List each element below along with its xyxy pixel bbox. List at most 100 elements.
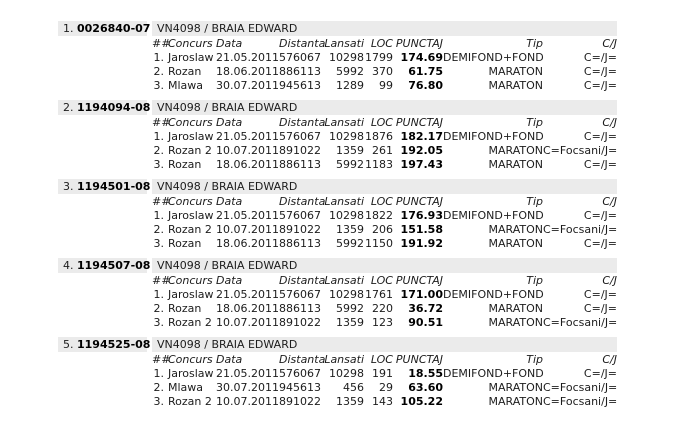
entry-id-cell: 1. 0026840-07 — [58, 21, 151, 36]
cell-lansati: 5992 — [336, 302, 364, 315]
column-header-concurs: Concurs — [168, 274, 213, 287]
column-header-punctaj: PUNCTAJ — [395, 116, 443, 129]
cell-data: 30.07.2011 — [216, 79, 279, 92]
column-header-loc: LOC — [370, 37, 393, 50]
cell-race-num: 2. — [153, 144, 165, 157]
cell-loc: 29 — [379, 381, 393, 394]
cell-punctaj: 182.17 — [400, 130, 443, 143]
race-result-row: 2. Rozan 2 10.07.2011 891022 1359 261 19… — [152, 144, 618, 158]
cell-race-num: 1. — [153, 209, 165, 222]
cell-data: 21.05.2011 — [216, 130, 279, 143]
column-header-punctaj: PUNCTAJ — [395, 37, 443, 50]
cell-tip: MARATON — [488, 144, 544, 157]
cell-distanta: 891022 — [279, 144, 321, 157]
cell-tip: MARATON — [488, 158, 544, 171]
column-header-tip: Tip — [526, 274, 543, 287]
cell-cj: C=/J= — [583, 130, 617, 143]
pigeon-entry-section: 2. 1194094-08 VN4098 / BRAIA EDWARD ## C… — [58, 100, 617, 172]
cell-race-num: 3. — [153, 158, 165, 171]
column-header-data: Data — [216, 37, 243, 50]
cell-punctaj: 192.05 — [400, 144, 443, 157]
table-header-row: ## Concurs Data Distanta Lansati LOC PUN… — [152, 37, 617, 51]
cell-loc: 206 — [372, 223, 393, 236]
cell-data: 21.05.2011 — [216, 51, 279, 64]
column-header-distanta: Distanta — [279, 353, 326, 366]
cell-cj: C=/J= — [583, 288, 617, 301]
column-header-tip: Tip — [526, 37, 543, 50]
race-result-row: 1. Jaroslaw 21.05.2011 576067 10298 1761… — [152, 288, 618, 302]
column-header-loc: LOC — [370, 353, 393, 366]
cell-lansati: 10298 — [329, 367, 364, 380]
cell-distanta: 945613 — [279, 381, 321, 394]
cell-lansati: 10298 — [329, 51, 364, 64]
cell-concurs: Rozan 2 — [168, 395, 212, 408]
entry-id-cell: 3. 1194501-08 — [58, 179, 150, 194]
races-table: ## Concurs Data Distanta Lansati LOC PUN… — [152, 274, 617, 330]
column-header-data: Data — [216, 195, 243, 208]
pigeon-results-list: 1. 0026840-07 VN4098 / BRAIA EDWARD ## C… — [58, 21, 700, 409]
race-result-row: 1. Jaroslaw 21.05.2011 576067 10298 1822… — [152, 209, 618, 223]
pigeon-entry-section: 4. 1194507-08 VN4098 / BRAIA EDWARD ## C… — [58, 258, 617, 330]
column-header-tip: Tip — [526, 353, 543, 366]
cell-data: 18.06.2011 — [216, 158, 279, 171]
race-result-row: 2. Rozan 18.06.2011 886113 5992 370 61.7… — [152, 65, 618, 79]
cell-data: 30.07.2011 — [216, 381, 279, 394]
ring-number: 0026840-07 — [77, 22, 151, 35]
entry-id-cell: 4. 1194507-08 — [58, 258, 151, 273]
cell-race-num: 2. — [153, 65, 165, 78]
column-header-num: ## — [152, 37, 171, 50]
cell-tip: MARATON — [488, 395, 544, 408]
cell-tip: DEMIFOND+FOND — [443, 367, 544, 380]
cell-concurs: Jaroslaw — [168, 209, 214, 222]
cell-punctaj: 76.80 — [408, 79, 443, 92]
cell-distanta: 576067 — [279, 130, 321, 143]
cell-concurs: Rozan — [168, 65, 202, 78]
cell-lansati: 5992 — [336, 65, 364, 78]
cell-punctaj: 36.72 — [408, 302, 443, 315]
cell-concurs: Jaroslaw — [168, 51, 214, 64]
race-result-row: 3. Rozan 18.06.2011 886113 5992 1150 191… — [152, 237, 618, 251]
cell-cj: C=/J= — [583, 158, 617, 171]
entry-index: 4. — [63, 259, 74, 272]
cell-loc: 1876 — [365, 130, 393, 143]
cell-cj: C=Focsani/J= — [543, 395, 618, 408]
cell-concurs: Jaroslaw — [168, 130, 214, 143]
cell-distanta: 945613 — [279, 79, 321, 92]
cell-concurs: Jaroslaw — [168, 288, 214, 301]
cell-lansati: 1359 — [336, 223, 364, 236]
ring-number: 1194507-08 — [77, 259, 151, 272]
pigeon-owner-title: VN4098 / BRAIA EDWARD — [152, 258, 617, 273]
column-header-cj: C/J — [602, 195, 617, 208]
pigeon-entry-section: 3. 1194501-08 VN4098 / BRAIA EDWARD ## C… — [58, 179, 617, 251]
cell-loc: 1799 — [365, 51, 393, 64]
table-header-row: ## Concurs Data Distanta Lansati LOC PUN… — [152, 353, 617, 367]
column-header-lansati: Lansati — [324, 195, 364, 208]
column-header-num: ## — [152, 353, 171, 366]
pigeon-owner-title: VN4098 / BRAIA EDWARD — [152, 100, 617, 115]
column-header-distanta: Distanta — [279, 116, 326, 129]
cell-concurs: Mlawa — [168, 79, 204, 92]
cell-lansati: 5992 — [336, 237, 364, 250]
cell-loc: 1150 — [365, 237, 393, 250]
cell-tip: DEMIFOND+FOND — [443, 130, 544, 143]
cell-tip: MARATON — [488, 79, 544, 92]
cell-distanta: 886113 — [279, 158, 321, 171]
race-result-row: 2. Mlawa 30.07.2011 945613 456 29 63.60 … — [152, 381, 618, 395]
cell-race-num: 2. — [153, 302, 165, 315]
race-result-row: 2. Rozan 18.06.2011 886113 5992 220 36.7… — [152, 302, 618, 316]
cell-loc: 1761 — [365, 288, 393, 301]
cell-data: 18.06.2011 — [216, 65, 279, 78]
cell-loc: 1183 — [365, 158, 393, 171]
ring-number: 1194525-08 — [77, 338, 151, 351]
cell-lansati: 456 — [343, 381, 364, 394]
cell-cj: C=/J= — [583, 209, 617, 222]
pigeon-owner-title: VN4098 / BRAIA EDWARD — [152, 337, 617, 352]
pigeon-entry-section: 1. 0026840-07 VN4098 / BRAIA EDWARD ## C… — [58, 21, 617, 93]
cell-loc: 143 — [372, 395, 393, 408]
column-header-distanta: Distanta — [279, 274, 326, 287]
column-header-tip: Tip — [526, 116, 543, 129]
cell-cj: C=Focsani/J= — [543, 144, 618, 157]
cell-loc: 261 — [372, 144, 393, 157]
cell-distanta: 576067 — [279, 51, 321, 64]
cell-cj: C=/J= — [583, 65, 617, 78]
